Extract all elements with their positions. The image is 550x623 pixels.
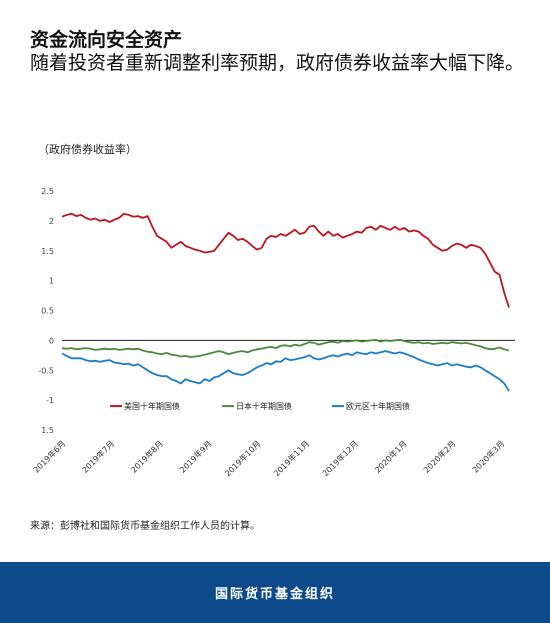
- footer-bar: 国际货币基金组织: [0, 562, 550, 623]
- y-tick-label: 1.5: [41, 247, 54, 256]
- x-tick-label: 2019年7月: [80, 438, 116, 474]
- y-axis-unit-label: （政府债券收益率）: [38, 143, 137, 156]
- y-tick-label: 0.5: [41, 307, 54, 316]
- yield-line-chart: 2.5 2 1.5 1 0.5 0 -0.5 -1 1.5 2019年6月 2019年7月 2019年…: [31, 187, 515, 476]
- legend-label: 欧元区十年期国债: [346, 401, 410, 411]
- x-tick-label: 2019年11月: [271, 438, 311, 476]
- y-tick-label: 2: [49, 217, 54, 226]
- series-line-1: [61, 212, 510, 308]
- x-tick-label: 2020年3月: [470, 438, 506, 474]
- x-tick-label: 2020年1月: [372, 438, 408, 474]
- x-tick-label: 2019年6月: [31, 438, 67, 474]
- legend-label: 美国十年期国债: [124, 401, 180, 411]
- y-tick-label: 1.5: [41, 426, 54, 435]
- x-tick-label: 2020年2月: [421, 438, 457, 474]
- chart-subtitle: 随着投资者重新调整利率预期，政府债券收益率大幅下降。: [30, 52, 525, 74]
- y-tick-label: -0.5: [38, 366, 54, 375]
- x-tick-label: 2019年10月: [223, 438, 263, 476]
- y-tick-label: 1: [49, 277, 54, 286]
- series-line-2: [61, 338, 510, 359]
- series-line-3: [61, 350, 510, 392]
- y-tick-label: -1: [46, 396, 54, 405]
- x-tick-label: 2019年9月: [177, 438, 213, 474]
- footer-brand: 国际货币基金组织: [214, 587, 335, 602]
- x-tick-label: 2019年8月: [129, 438, 165, 474]
- legend-label: 日本十年期国债: [236, 401, 292, 411]
- title-block: 资金流向安全资产 随着投资者重新调整利率预期，政府债券收益率大幅下降。: [30, 28, 530, 75]
- y-tick-label: 2.5: [41, 187, 54, 196]
- x-tick-label: 2019年12月: [320, 438, 360, 476]
- y-tick-label: 0: [49, 336, 54, 345]
- chart-title: 资金流向安全资产: [30, 29, 183, 51]
- source-note: 来源：彭博社和国际货币基金组织工作人员的计算。: [30, 521, 260, 532]
